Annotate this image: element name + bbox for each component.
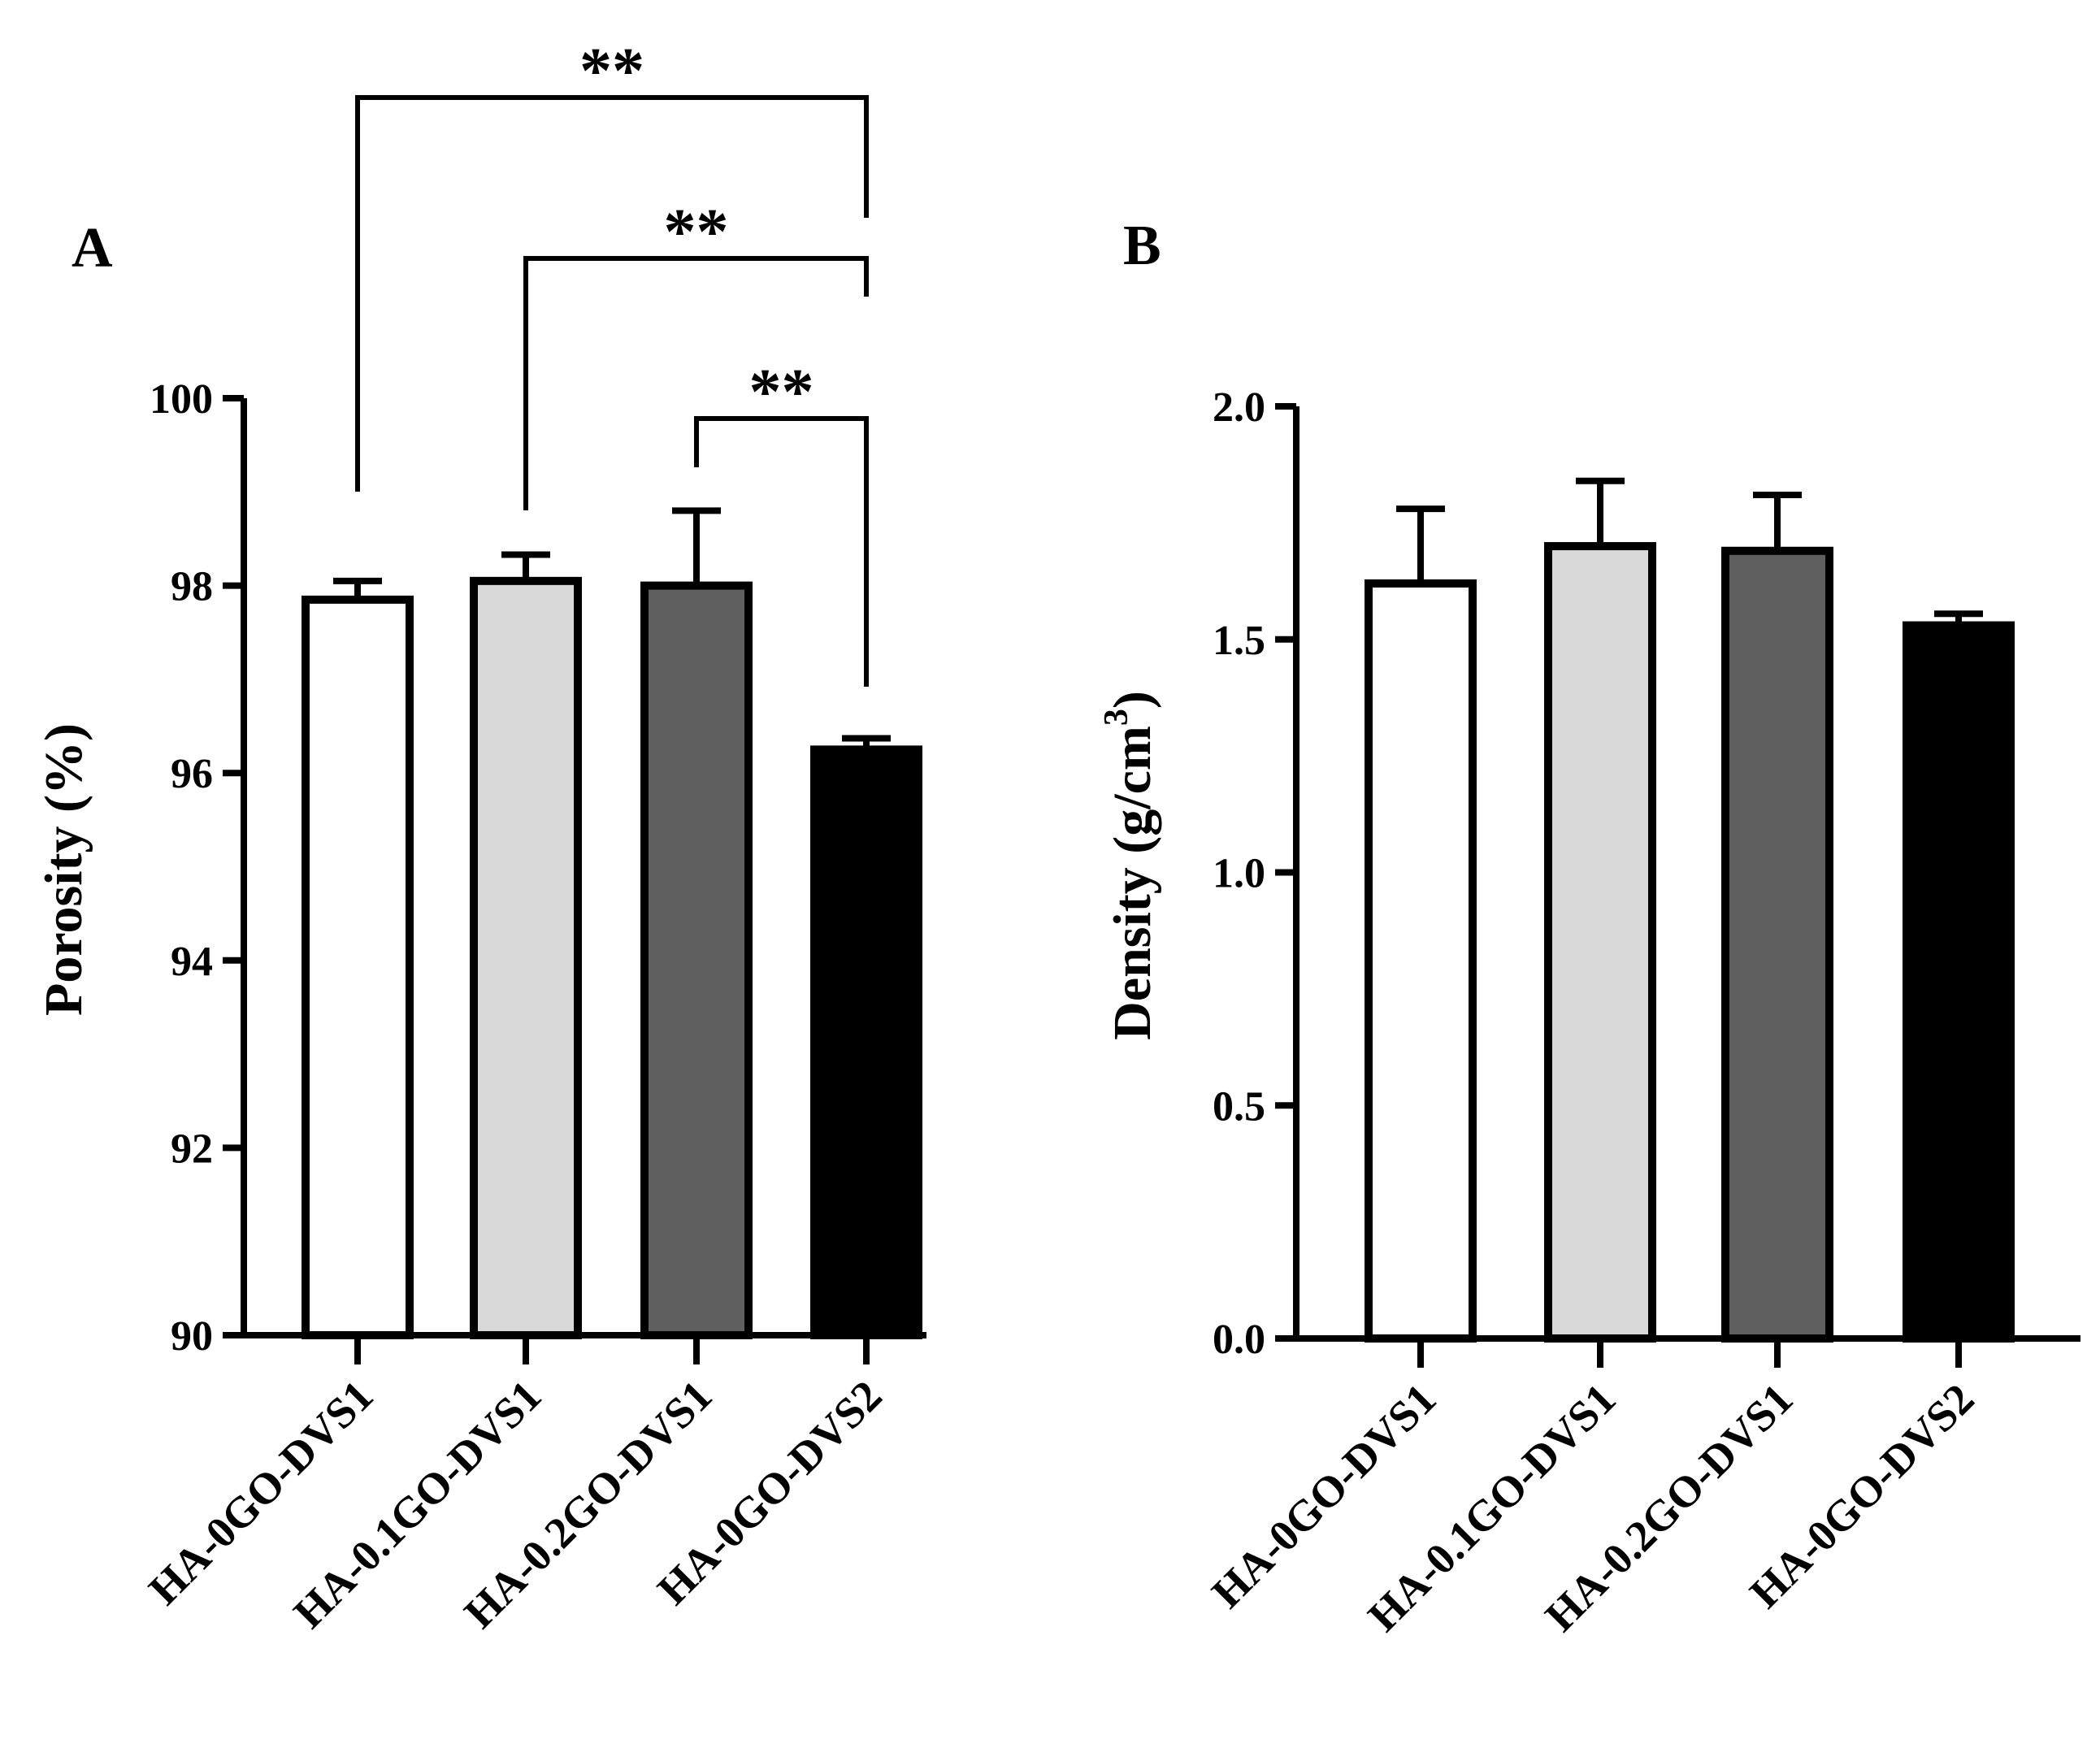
panel-a-bar-2 bbox=[470, 576, 582, 1339]
panel-b-y-tick-label: 1.5 bbox=[1213, 618, 1265, 664]
panel-a-y-tick-label: 98 bbox=[171, 564, 213, 610]
panel-a-significance-bracket-2 bbox=[523, 256, 869, 510]
panel-a-chart: A Porosity (%) 9092949698100HA-0GO-DVS1H… bbox=[34, 36, 926, 1638]
panel-a-significance-label-3: ** bbox=[749, 357, 814, 428]
panel-b-bar-3 bbox=[1721, 546, 1833, 1343]
panel-a-significance-label-1: ** bbox=[579, 36, 644, 107]
panel-b-y-axis-label-sup: 3 bbox=[1098, 709, 1135, 726]
panel-a-bar-1 bbox=[302, 595, 414, 1339]
panel-a-bar-3 bbox=[640, 581, 753, 1339]
panel-a-bar-4 bbox=[810, 745, 922, 1339]
panel-a-y-tick-label: 96 bbox=[171, 751, 213, 797]
panel-b-y-tick-label: 0.5 bbox=[1213, 1083, 1265, 1130]
panel-b-y-tick-label: 0.0 bbox=[1213, 1317, 1265, 1363]
panel-a-y-axis-label: Porosity (%) bbox=[34, 723, 93, 1016]
panel-a-y-tick-label: 92 bbox=[171, 1126, 213, 1172]
panel-a-y-tick-label: 90 bbox=[171, 1313, 213, 1360]
panel-b-bar-1 bbox=[1365, 579, 1477, 1343]
panel-b-y-tick-label: 1.0 bbox=[1213, 851, 1265, 897]
panel-b-bar-2 bbox=[1544, 542, 1656, 1343]
panel-a-letter: A bbox=[72, 217, 113, 280]
panel-a-y-tick-label: 100 bbox=[150, 376, 213, 423]
panel-b-y-axis-label: Density (g/cm3) bbox=[1098, 691, 1162, 1040]
panel-a-significance-label-2: ** bbox=[664, 197, 729, 268]
panel-b-chart: B Density (g/cm3) 0.00.51.01.52.0HA-0GO-… bbox=[1098, 215, 2080, 1641]
panel-b-bar-4 bbox=[1903, 621, 2015, 1343]
panel-a-significance-bracket-1 bbox=[355, 95, 869, 492]
panel-a-significance-bracket-3 bbox=[694, 416, 869, 687]
panel-b-y-axis-label-end: ) bbox=[1103, 691, 1162, 709]
panel-b-y-axis-label-main: Density (g/cm bbox=[1103, 726, 1162, 1040]
panel-b-letter: B bbox=[1123, 215, 1161, 277]
panel-a-y-tick-label: 94 bbox=[171, 939, 213, 985]
panel-b-y-tick-label: 2.0 bbox=[1213, 384, 1265, 431]
